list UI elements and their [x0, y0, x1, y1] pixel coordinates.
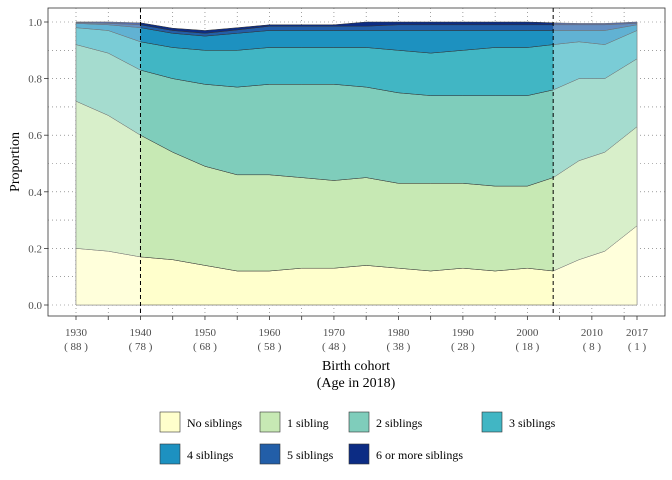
area-series-6: [75, 21, 638, 34]
x-tick-label: 1990: [452, 327, 475, 339]
shaded-region-1: [553, 22, 637, 305]
x-tick-label: 1930: [65, 327, 88, 339]
x-tick-age-label: ( 18 ): [515, 341, 539, 353]
x-tick-age-label: ( 38 ): [386, 341, 410, 353]
y-tick-label: 0.4: [28, 187, 42, 199]
y-tick-label: 1.0: [28, 17, 42, 29]
x-tick-label: 1980: [387, 327, 410, 339]
x-tick-age-label: ( 1 ): [628, 341, 647, 353]
y-tick-label: 0.2: [28, 243, 42, 255]
x-axis-ticks: 1930 ( 88 ) 1940 ( 78 ) 1950 ( 68 ) 1960 ( 58 )…: [64, 316, 649, 353]
legend-label: No siblings: [187, 416, 242, 430]
x-tick-label: 2010: [581, 327, 604, 339]
y-tick-label: 0.8: [28, 74, 42, 86]
legend-swatch: [481, 411, 503, 433]
shaded-region-0: [76, 22, 141, 305]
x-tick-label: 1950: [194, 327, 217, 339]
x-tick-age-label: ( 58 ): [258, 341, 282, 353]
x-tick-label: 1960: [258, 327, 281, 339]
shaded-regions: [76, 22, 637, 305]
legend-swatch: [348, 443, 370, 465]
legend: No siblings 1 sibling 2 siblings 3 siblings…: [159, 411, 556, 465]
x-tick-age-label: ( 68 ): [193, 341, 217, 353]
legend-swatch: [259, 411, 281, 433]
x-tick-age-label: ( 28 ): [451, 341, 475, 353]
x-axis-title: Birth cohort: [322, 359, 390, 374]
x-tick-age-label: ( 8 ): [583, 341, 602, 353]
legend-label: 5 siblings: [287, 448, 334, 462]
x-tick-label: 2000: [516, 327, 539, 339]
x-tick-age-label: ( 48 ): [322, 341, 346, 353]
x-tick-label: 1970: [323, 327, 346, 339]
y-axis-title: Proportion: [8, 132, 23, 192]
legend-swatch: [159, 411, 181, 433]
legend-swatch: [259, 443, 281, 465]
legend-label: 6 or more siblings: [376, 448, 463, 462]
legend-swatch: [159, 443, 181, 465]
legend-label: 1 sibling: [287, 416, 329, 430]
x-tick-age-label: ( 88 ): [64, 341, 88, 353]
legend-label: 3 siblings: [509, 416, 556, 430]
legend-label: 4 siblings: [187, 448, 234, 462]
x-tick-label: 1940: [129, 327, 152, 339]
area-layers: [75, 21, 638, 306]
y-tick-label: 0.6: [28, 130, 42, 142]
x-axis-subtitle: (Age in 2018): [317, 376, 396, 391]
y-tick-label: 0.0: [28, 300, 42, 312]
y-axis-ticks: 0.0 0.2 0.4 0.6 0.8 1.0: [28, 17, 48, 312]
legend-swatch: [348, 411, 370, 433]
x-tick-label: 2017: [626, 327, 649, 339]
reference-lines: [139, 8, 554, 316]
x-tick-age-label: ( 78 ): [129, 341, 153, 353]
legend-label: 2 siblings: [376, 416, 423, 430]
